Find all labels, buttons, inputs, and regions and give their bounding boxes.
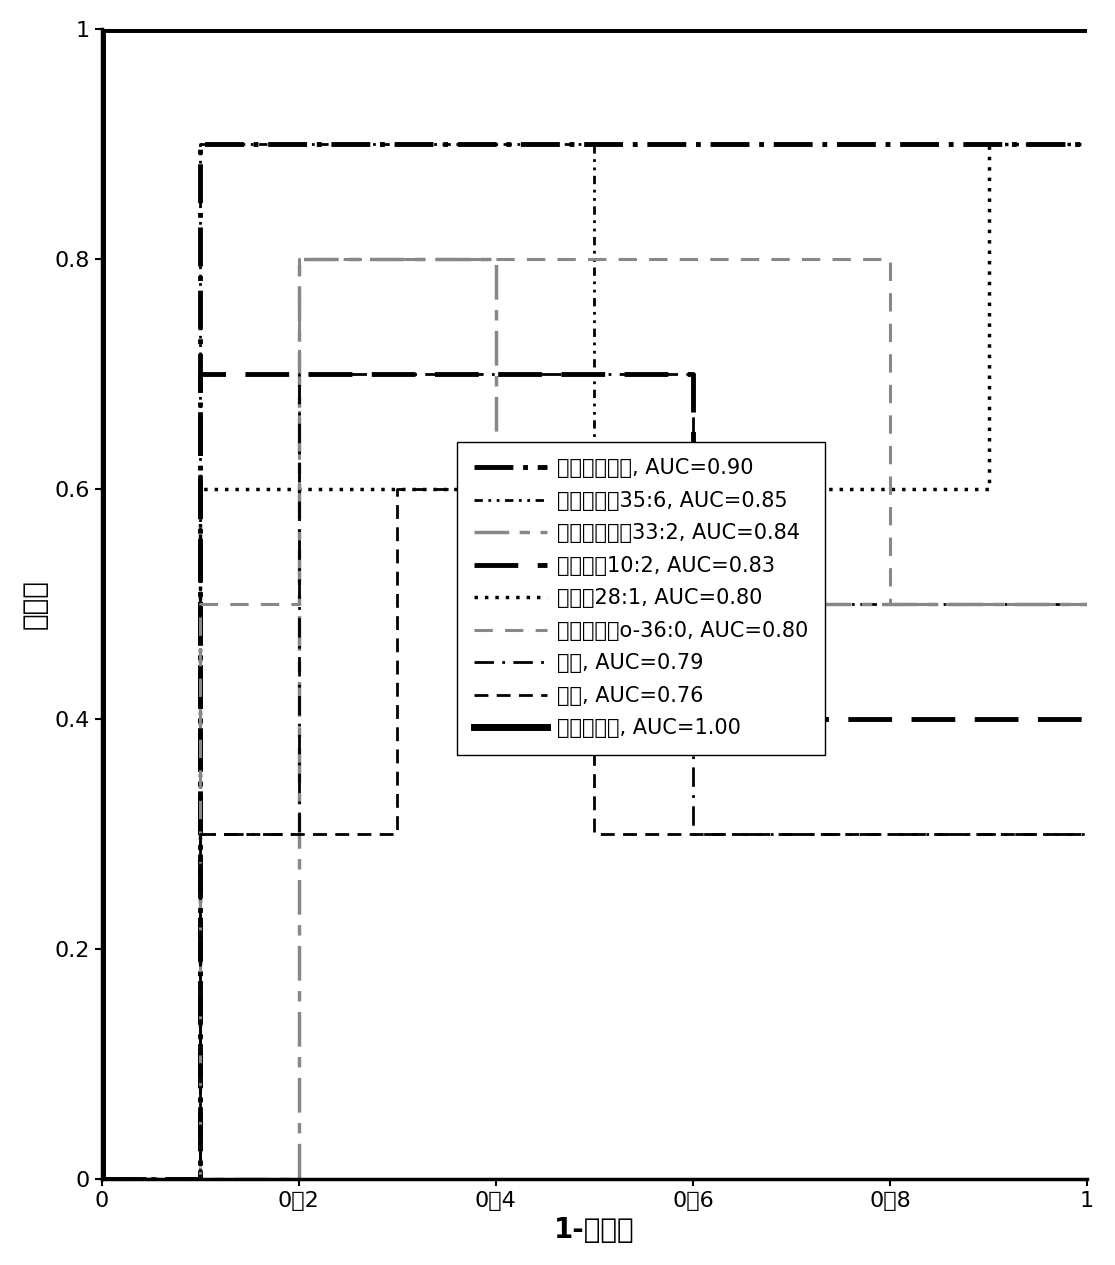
组合标志物, AUC=1.00 xyxy=(95,1171,108,1187)
磷脂酰乙醇胺33:2, AUC=0.84 xyxy=(489,596,503,611)
磷脂酰胆碱o-36:0, AUC=0.80 xyxy=(292,252,306,267)
Line: 胆碱, AUC=0.79: 胆碱, AUC=0.79 xyxy=(101,374,1087,1179)
二甲基甘氨酸, AUC=0.90 xyxy=(95,1171,108,1187)
组合标志物, AUC=1.00 xyxy=(1080,22,1094,37)
磷脂酰胆碱o-36:0, AUC=0.80 xyxy=(883,596,896,611)
油酸, AUC=0.76 xyxy=(1080,826,1094,841)
油酸, AUC=0.76 xyxy=(193,826,206,841)
磷脂酰胆碱o-36:0, AUC=0.80 xyxy=(292,596,306,611)
磷脂酰乙醇胺33:2, AUC=0.84 xyxy=(95,1171,108,1187)
油酸, AUC=0.76 xyxy=(390,481,404,496)
磷脂酰胆碱35:6, AUC=0.85 xyxy=(588,596,601,611)
Line: 油酸, AUC=0.76: 油酸, AUC=0.76 xyxy=(101,488,1087,1179)
X-axis label: 1-特异性: 1-特异性 xyxy=(554,1216,634,1245)
Line: 磷脂酰胆碱35:6, AUC=0.85: 磷脂酰胆碱35:6, AUC=0.85 xyxy=(101,144,1087,1179)
鞘磷脂28:1, AUC=0.80 xyxy=(1080,137,1094,152)
二甲基甘氨酸, AUC=0.90 xyxy=(193,137,206,152)
磷脂酰胆碱35:6, AUC=0.85 xyxy=(1080,596,1094,611)
二甲基甘氨酸, AUC=0.90 xyxy=(1080,137,1094,152)
酰基肉碱10:2, AUC=0.83 xyxy=(1080,711,1094,726)
磷脂酰乙醇胺33:2, AUC=0.84 xyxy=(292,252,306,267)
油酸, AUC=0.76 xyxy=(588,481,601,496)
鞘磷脂28:1, AUC=0.80 xyxy=(982,137,996,152)
Line: 酰基肉碱10:2, AUC=0.83: 酰基肉碱10:2, AUC=0.83 xyxy=(101,374,1087,1179)
磷脂酰胆碱35:6, AUC=0.85 xyxy=(95,1171,108,1187)
磷脂酰胆碱o-36:0, AUC=0.80 xyxy=(1080,596,1094,611)
磷脂酰胆碱o-36:0, AUC=0.80 xyxy=(193,596,206,611)
酰基肉碱10:2, AUC=0.83 xyxy=(193,1171,206,1187)
Legend: 二甲基甘氨酸, AUC=0.90, 磷脂酰胆碱35:6, AUC=0.85, 磷脂酰乙醇胺33:2, AUC=0.84, 酰基肉碱10:2, AUC=0.83,: 二甲基甘氨酸, AUC=0.90, 磷脂酰胆碱35:6, AUC=0.85, 磷… xyxy=(457,441,825,755)
胆碱, AUC=0.79 xyxy=(95,1171,108,1187)
磷脂酰胆碱o-36:0, AUC=0.80 xyxy=(883,252,896,267)
磷脂酰胆碱o-36:0, AUC=0.80 xyxy=(95,1171,108,1187)
Line: 磷脂酰胆碱o-36:0, AUC=0.80: 磷脂酰胆碱o-36:0, AUC=0.80 xyxy=(101,259,1087,1179)
二甲基甘氨酸, AUC=0.90 xyxy=(193,1171,206,1187)
磷脂酰乙醇胺33:2, AUC=0.84 xyxy=(1080,596,1094,611)
酰基肉碱10:2, AUC=0.83 xyxy=(686,367,699,382)
磷脂酰胆碱35:6, AUC=0.85 xyxy=(193,1171,206,1187)
胆碱, AUC=0.79 xyxy=(193,826,206,841)
鞘磷脂28:1, AUC=0.80 xyxy=(982,481,996,496)
磷脂酰胆碱o-36:0, AUC=0.80 xyxy=(193,1171,206,1187)
胆碱, AUC=0.79 xyxy=(193,1171,206,1187)
酰基肉碱10:2, AUC=0.83 xyxy=(193,367,206,382)
鞘磷脂28:1, AUC=0.80 xyxy=(193,1171,206,1187)
磷脂酰胆碱35:6, AUC=0.85 xyxy=(588,137,601,152)
胆碱, AUC=0.79 xyxy=(292,367,306,382)
磷脂酰胆碱35:6, AUC=0.85 xyxy=(193,137,206,152)
组合标志物, AUC=1.00 xyxy=(95,22,108,37)
胆碱, AUC=0.79 xyxy=(686,367,699,382)
油酸, AUC=0.76 xyxy=(390,826,404,841)
磷脂酰乙醇胺33:2, AUC=0.84 xyxy=(292,1171,306,1187)
Line: 鞘磷脂28:1, AUC=0.80: 鞘磷脂28:1, AUC=0.80 xyxy=(101,144,1087,1179)
Line: 磷脂酰乙醇胺33:2, AUC=0.84: 磷脂酰乙醇胺33:2, AUC=0.84 xyxy=(101,259,1087,1179)
油酸, AUC=0.76 xyxy=(95,1171,108,1187)
油酸, AUC=0.76 xyxy=(588,826,601,841)
胆碱, AUC=0.79 xyxy=(686,826,699,841)
Line: 组合标志物, AUC=1.00: 组合标志物, AUC=1.00 xyxy=(101,29,1087,1179)
Line: 二甲基甘氨酸, AUC=0.90: 二甲基甘氨酸, AUC=0.90 xyxy=(101,144,1087,1179)
磷脂酰乙醇胺33:2, AUC=0.84 xyxy=(489,252,503,267)
酰基肉碱10:2, AUC=0.83 xyxy=(686,711,699,726)
鞘磷脂28:1, AUC=0.80 xyxy=(193,481,206,496)
油酸, AUC=0.76 xyxy=(193,1171,206,1187)
胆碱, AUC=0.79 xyxy=(292,826,306,841)
胆碱, AUC=0.79 xyxy=(1080,826,1094,841)
Y-axis label: 灵敏度: 灵敏度 xyxy=(21,579,49,629)
酰基肉碱10:2, AUC=0.83 xyxy=(95,1171,108,1187)
鞘磷脂28:1, AUC=0.80 xyxy=(95,1171,108,1187)
